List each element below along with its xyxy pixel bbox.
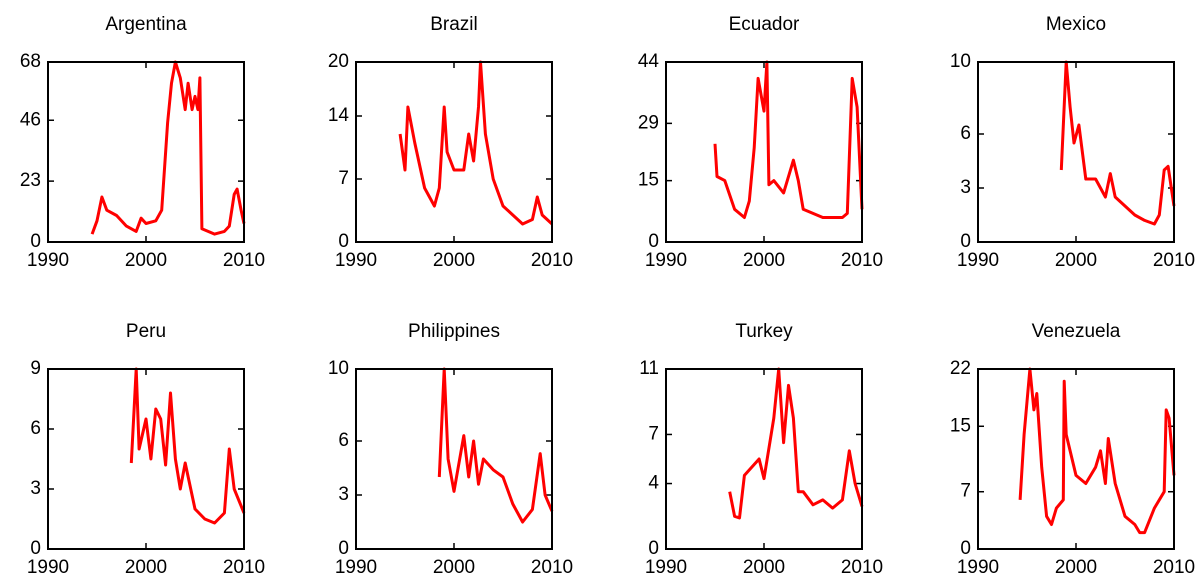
- x-tick-label: 2010: [841, 557, 883, 578]
- data-line: [1059, 60, 1176, 226]
- panel-title: Peru: [126, 321, 166, 342]
- y-tick-label: 44: [638, 51, 660, 72]
- panel-title: Brazil: [430, 14, 478, 35]
- y-tick-label: 3: [960, 177, 971, 198]
- data-line: [728, 367, 864, 520]
- y-tick-label: 20: [328, 51, 349, 72]
- data-line: [398, 60, 554, 226]
- x-tick-label: 2000: [1055, 250, 1097, 271]
- y-tick-label: 6: [30, 418, 41, 439]
- x-tick-label: 2010: [223, 557, 265, 578]
- plot-frame: [977, 368, 1175, 550]
- y-tick-label: 7: [648, 423, 659, 444]
- x-tick-label: 1990: [645, 250, 687, 271]
- x-tick-label: 1990: [957, 557, 999, 578]
- x-tick-label: 2000: [1055, 557, 1097, 578]
- x-tick-label: 2010: [841, 250, 883, 271]
- plot-frame: [355, 61, 553, 243]
- panel-title: Philippines: [408, 321, 500, 342]
- y-tick-label: 46: [20, 109, 41, 130]
- plot-frame: [665, 61, 863, 243]
- y-tick-label: 23: [20, 170, 41, 191]
- y-tick-label: 3: [30, 478, 41, 499]
- x-tick-label: 2000: [433, 557, 475, 578]
- panel-title: Turkey: [735, 321, 793, 342]
- y-tick-label: 10: [950, 51, 971, 72]
- y-tick-label: 4: [648, 473, 659, 494]
- data-line: [90, 60, 246, 236]
- x-tick-label: 2010: [223, 250, 265, 271]
- y-tick-label: 3: [338, 484, 349, 505]
- y-tick-label: 10: [328, 358, 349, 379]
- x-tick-label: 1990: [27, 250, 69, 271]
- plot-frame: [47, 368, 245, 550]
- y-tick-label: 68: [20, 51, 41, 72]
- panel-title: Ecuador: [729, 14, 800, 35]
- y-tick-label: 6: [960, 123, 971, 144]
- panel-title: Venezuela: [1032, 321, 1121, 342]
- data-line: [713, 60, 864, 219]
- x-tick-label: 2000: [433, 250, 475, 271]
- x-tick-label: 2000: [743, 250, 785, 271]
- panel-title: Mexico: [1046, 14, 1106, 35]
- y-tick-label: 0: [648, 538, 659, 559]
- y-tick-label: 0: [338, 538, 349, 559]
- y-tick-label: 7: [338, 168, 349, 189]
- x-tick-label: 1990: [335, 557, 377, 578]
- y-tick-label: 7: [960, 481, 971, 502]
- y-tick-label: 22: [950, 358, 971, 379]
- y-tick-label: 0: [960, 231, 971, 252]
- x-tick-label: 2010: [1153, 557, 1195, 578]
- x-tick-label: 1990: [645, 557, 687, 578]
- x-tick-label: 1990: [27, 557, 69, 578]
- y-tick-label: 0: [30, 231, 41, 252]
- data-line: [1018, 367, 1176, 535]
- data-line: [129, 367, 246, 525]
- y-tick-label: 15: [638, 170, 659, 191]
- x-tick-label: 2010: [531, 557, 573, 578]
- y-tick-label: 11: [639, 358, 659, 379]
- y-tick-label: 6: [338, 430, 349, 451]
- x-tick-label: 2010: [531, 250, 573, 271]
- plot-frame: [977, 61, 1175, 243]
- plot-frame: [665, 368, 863, 550]
- y-tick-label: 0: [30, 538, 41, 559]
- y-tick-label: 14: [328, 105, 350, 126]
- x-tick-label: 2000: [125, 250, 167, 271]
- y-tick-label: 29: [638, 112, 659, 133]
- x-tick-label: 2010: [1153, 250, 1195, 271]
- x-tick-label: 1990: [957, 250, 999, 271]
- plot-frame: [355, 368, 553, 550]
- panel-title: Argentina: [105, 14, 187, 35]
- y-tick-label: 9: [30, 358, 41, 379]
- y-tick-label: 0: [960, 538, 971, 559]
- plot-frame: [47, 61, 245, 243]
- y-tick-label: 0: [338, 231, 349, 252]
- data-line: [437, 367, 554, 524]
- x-tick-label: 1990: [335, 250, 377, 271]
- y-tick-label: 15: [950, 415, 971, 436]
- y-tick-label: 0: [648, 231, 659, 252]
- x-tick-label: 2000: [125, 557, 167, 578]
- x-tick-label: 2000: [743, 557, 785, 578]
